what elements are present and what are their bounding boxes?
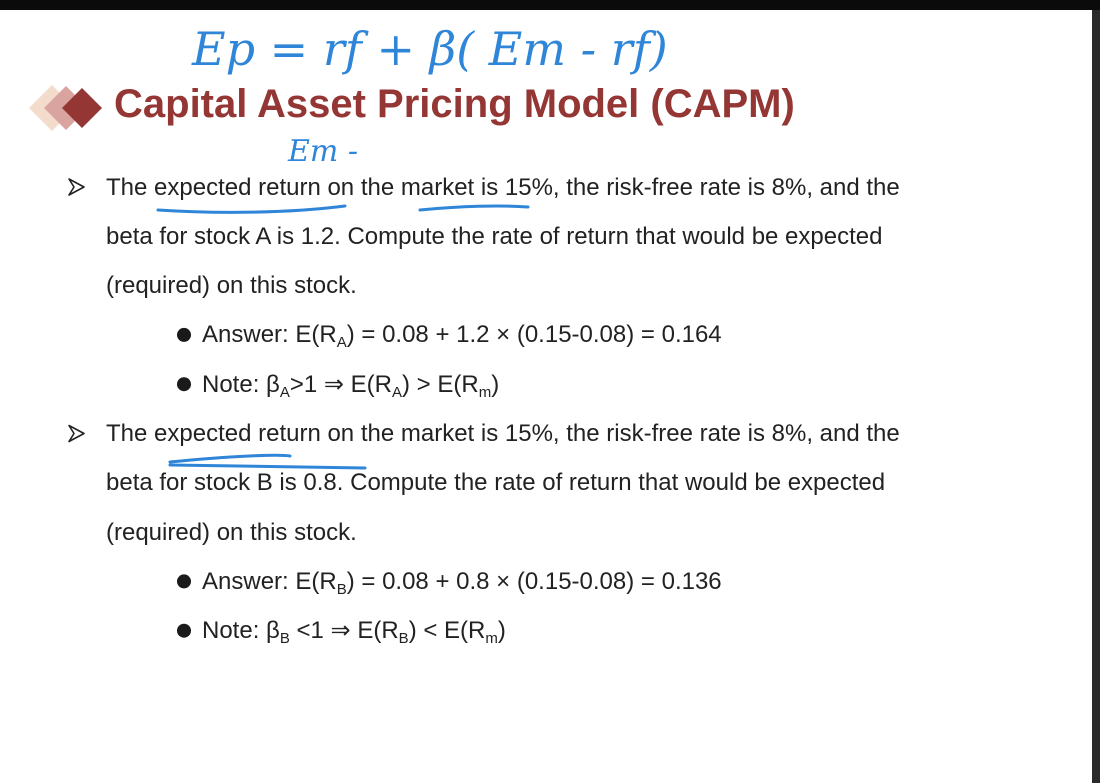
text-part: Note: β <box>202 370 280 398</box>
question-line: (required) on this stock. <box>106 272 357 300</box>
text-part: ) < E(R <box>408 617 486 645</box>
text-part: >1 ⇒ E(R <box>289 370 392 398</box>
right-bar <box>1092 10 1100 783</box>
underline <box>418 204 530 212</box>
text-part: ) <box>497 617 506 645</box>
text-part: ) = 0.08 + 0.8 × (0.15-0.08) = 0.136 <box>346 567 722 595</box>
subscript: B <box>336 580 347 598</box>
question-line: The expected return on the market is 15%… <box>106 420 900 447</box>
subscript: A <box>392 383 403 401</box>
text-part: Note: β <box>202 617 280 645</box>
handwritten-note: Em - <box>288 134 359 169</box>
point-line: Note: βB <1 ⇒ E(RB) < E(Rm) <box>202 606 506 655</box>
dot-bullet <box>177 377 191 392</box>
subscript: A <box>279 383 290 401</box>
slide-title: Capital Asset Pricing Model (CAPM) <box>114 82 795 126</box>
question-line: beta for stock B is 0.8. Compute the rat… <box>106 469 886 497</box>
subscript: B <box>279 630 290 648</box>
dot-bullet <box>177 623 191 638</box>
handwritten-formula: Ep = rf + β( Em - rf) <box>192 22 668 76</box>
top-bar <box>0 0 1100 10</box>
text-part: ) <box>491 370 500 398</box>
question-line: beta for stock A is 1.2. Compute the rat… <box>106 222 883 250</box>
dot-bullet <box>177 327 191 342</box>
question-line: (required) on this stock. <box>106 518 357 546</box>
underline <box>168 453 292 464</box>
arrow-bullet <box>68 178 85 196</box>
subscript: m <box>478 383 492 401</box>
point-line: Note: βA>1 ⇒ E(RA) > E(Rm) <box>202 360 499 409</box>
text-part: ) = 0.08 + 1.2 × (0.15-0.08) = 0.164 <box>346 321 722 349</box>
arrow-bullet <box>68 424 85 443</box>
text-part: Answer: E(R <box>202 321 337 349</box>
dot-bullet <box>177 574 191 589</box>
diamond <box>62 88 102 128</box>
text-part: <1 ⇒ E(R <box>289 617 399 645</box>
handwritten-underlines <box>156 204 530 470</box>
subscript: m <box>485 630 498 648</box>
subscript: B <box>398 630 409 648</box>
subscript: A <box>336 334 347 352</box>
point-line: Answer: E(RB) = 0.08 + 0.8 × (0.15-0.08)… <box>202 557 722 606</box>
underline <box>156 204 347 214</box>
point-line: Answer: E(RA) = 0.08 + 1.2 × (0.15-0.08)… <box>202 310 722 359</box>
text-part: Answer: E(R <box>202 567 337 595</box>
text-part: ) > E(R <box>402 370 479 398</box>
underline <box>168 463 367 470</box>
question-line: The expected return on the market is 15%… <box>106 173 900 201</box>
